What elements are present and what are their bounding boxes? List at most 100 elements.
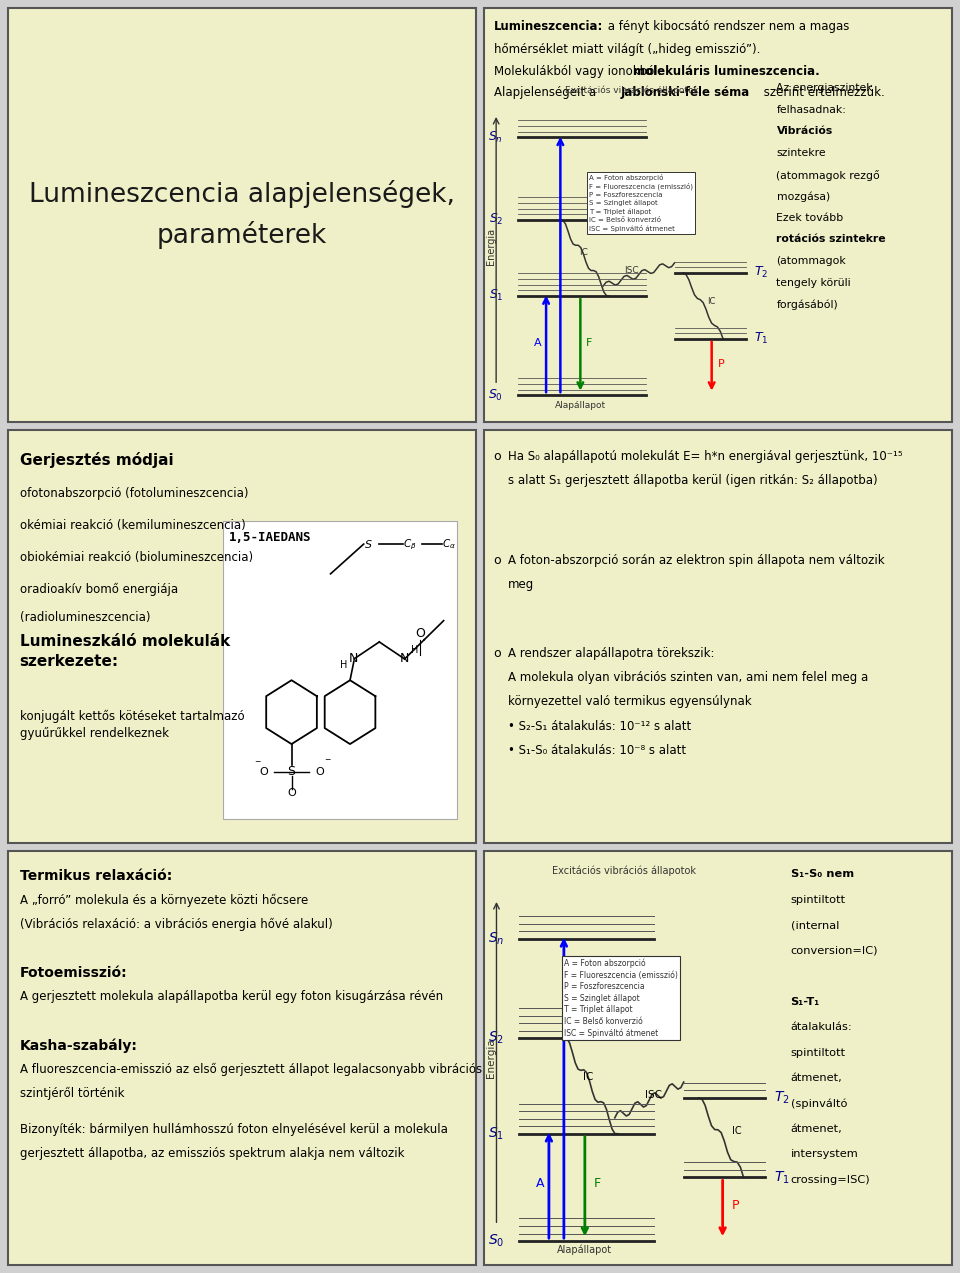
FancyBboxPatch shape [484,8,952,421]
Text: Ezek tovább: Ezek tovább [777,213,844,223]
Text: Gerjesztés módjai: Gerjesztés módjai [19,452,173,467]
Text: conversion=IC): conversion=IC) [790,946,878,956]
Text: spintiltott: spintiltott [790,1048,846,1058]
Text: okémiai reakció (kemilumineszcencia): okémiai reakció (kemilumineszcencia) [19,519,245,532]
Text: F: F [594,1178,601,1190]
Text: ofotonabszorpció (fotolumineszcencia): ofotonabszorpció (fotolumineszcencia) [19,488,248,500]
Text: $S_0$: $S_0$ [489,387,503,402]
Text: Termikus relaxáció:: Termikus relaxáció: [19,869,172,883]
Text: (radiolumineszcencia): (radiolumineszcencia) [19,611,150,624]
Text: O: O [259,766,268,777]
Text: rotációs szintekre: rotációs szintekre [777,234,886,244]
Text: o: o [493,647,501,659]
Text: molekuláris lumineszcencia.: molekuláris lumineszcencia. [633,65,820,78]
Text: A foton-abszorpció során az elektron spin állapota nem változik: A foton-abszorpció során az elektron spi… [508,554,884,566]
Text: ISC: ISC [645,1090,661,1100]
Text: Excitációs vibrációs állapotok: Excitációs vibrációs állapotok [552,866,696,876]
Text: (internal: (internal [790,920,839,931]
Text: A rendszer alapállapotra törekszik:: A rendszer alapállapotra törekszik: [508,647,714,659]
Text: tengely körüli: tengely körüli [777,278,852,288]
Text: Energia: Energia [487,228,496,265]
Text: IC: IC [708,297,716,307]
Text: $S_2$: $S_2$ [489,213,503,228]
Text: mozgása): mozgása) [777,191,829,201]
Text: Energia: Energia [487,1039,496,1078]
Text: F: F [586,337,592,348]
Text: 1,5-IAEDANS: 1,5-IAEDANS [229,531,312,545]
Text: intersystem: intersystem [790,1150,858,1160]
Text: a fényt kibocsátó rendszer nem a magas: a fényt kibocsátó rendszer nem a magas [604,20,850,33]
Text: P: P [717,359,724,369]
Text: forgásából): forgásából) [777,299,838,309]
Text: H: H [341,659,348,670]
Text: • S₂-S₁ átalakulás: 10⁻¹² s alatt: • S₂-S₁ átalakulás: 10⁻¹² s alatt [508,719,691,732]
Text: $S_1$: $S_1$ [489,289,503,303]
Text: spintiltott: spintiltott [790,895,846,905]
Text: N: N [349,653,359,666]
FancyBboxPatch shape [224,521,457,819]
Text: gerjesztett állapotba, az emissziós spektrum alakja nem változik: gerjesztett állapotba, az emissziós spek… [19,1147,404,1161]
Text: szerint értelmezzük.: szerint értelmezzük. [759,87,884,99]
Text: felhasadnak:: felhasadnak: [777,104,847,115]
Text: O: O [416,626,425,640]
Text: Vibrációs: Vibrációs [777,126,832,136]
Text: $S$: $S$ [364,537,372,550]
Text: $C_\beta$: $C_\beta$ [402,537,417,552]
Text: $^-$: $^-$ [252,760,262,769]
Text: ISC: ISC [624,266,639,275]
Text: $T_1$: $T_1$ [774,1170,789,1185]
Text: $S_2$: $S_2$ [488,1030,504,1046]
Text: Alapjelenségeit a: Alapjelenségeit a [493,87,599,99]
Text: S: S [288,765,296,778]
Text: S₁-T₁: S₁-T₁ [790,997,820,1007]
Text: A = Foton abszorpció
F = Fluoreszcencia (emisszió)
P = Foszforeszcencia
S = Szin: A = Foton abszorpció F = Fluoreszcencia … [564,959,678,1037]
Text: A „forró” molekula és a környezete közti hőcsere: A „forró” molekula és a környezete közti… [19,894,308,906]
Text: $T_2$: $T_2$ [774,1090,789,1106]
Text: IC: IC [732,1125,741,1136]
Text: Ha S₀ alapállapotú molekulát E= h*n energiával gerjesztünk, 10⁻¹⁵: Ha S₀ alapállapotú molekulát E= h*n ener… [508,449,902,462]
Text: O: O [315,766,324,777]
Text: A: A [536,1178,544,1190]
Text: crossing=ISC): crossing=ISC) [790,1175,870,1185]
Text: (spinváltó: (spinváltó [790,1099,847,1109]
Text: Bizonyíték: bármilyen hullámhosszú foton elnyelésével kerül a molekula: Bizonyíték: bármilyen hullámhosszú foton… [19,1123,447,1137]
FancyBboxPatch shape [8,8,476,421]
Text: $S_1$: $S_1$ [488,1125,504,1142]
Text: H: H [411,645,418,656]
Text: A = Foton abszorpció
F = Fluoreszcencia (emisszió)
P = Foszforeszcencia
S = Szin: A = Foton abszorpció F = Fluoreszcencia … [588,173,693,232]
Text: A gerjesztett molekula alapállapotba kerül egy foton kisugárzása révén: A gerjesztett molekula alapállapotba ker… [19,990,443,1003]
Text: oradioakív bomő energiája: oradioakív bomő energiája [19,583,178,596]
Text: (atommagok: (atommagok [777,256,847,266]
FancyBboxPatch shape [8,430,476,843]
Text: A: A [534,337,541,348]
FancyBboxPatch shape [484,430,952,843]
Text: $^-$: $^-$ [323,757,332,768]
Text: $T_2$: $T_2$ [755,265,769,280]
Text: Fotoemisszió:: Fotoemisszió: [19,966,127,980]
Text: A fluoreszcencia-emisszió az első gerjesztett állapot legalacsonyabb vibrációs: A fluoreszcencia-emisszió az első gerjes… [19,1063,482,1076]
Text: o: o [493,449,501,462]
Text: (atommagok rezgő: (atommagok rezgő [777,169,880,181]
Text: hőmérséklet miatt világít („hideg emisszió”).: hőmérséklet miatt világít („hideg emissz… [493,43,760,56]
FancyBboxPatch shape [484,852,952,1265]
Text: $C_\alpha$: $C_\alpha$ [442,537,456,551]
Text: (Vibrációs relaxáció: a vibrációs energia hővé alakul): (Vibrációs relaxáció: a vibrációs energi… [19,918,332,931]
Text: Lumineszcencia alapjelenségek,
paraméterek: Lumineszcencia alapjelenségek, paraméter… [29,181,455,250]
Text: átmenet,: átmenet, [790,1073,842,1083]
Text: Kasha-szabály:: Kasha-szabály: [19,1039,137,1053]
Text: átalakulás:: átalakulás: [790,1022,852,1032]
Text: A molekula olyan vibrációs szinten van, ami nem felel meg a: A molekula olyan vibrációs szinten van, … [508,671,868,684]
Text: IC: IC [583,1072,593,1082]
Text: átmenet,: átmenet, [790,1124,842,1134]
Text: Excitációs vibrációs állapotok: Excitációs vibrációs állapotok [564,87,699,95]
Text: szintjéről történik: szintjéről történik [19,1087,124,1100]
Text: s alatt S₁ gerjesztett állapotba kerül (igen ritkán: S₂ állapotba): s alatt S₁ gerjesztett állapotba kerül (… [508,474,877,486]
Text: Jablonski-féle séma: Jablonski-féle séma [620,87,750,99]
Text: IC: IC [579,248,588,257]
Text: S₁-S₀ nem: S₁-S₀ nem [790,869,853,880]
FancyBboxPatch shape [8,852,476,1265]
Text: o: o [493,554,501,566]
Text: szintekre: szintekre [777,148,827,158]
Text: $S_0$: $S_0$ [488,1232,504,1249]
Text: Alapállapot: Alapállapot [558,1245,612,1255]
